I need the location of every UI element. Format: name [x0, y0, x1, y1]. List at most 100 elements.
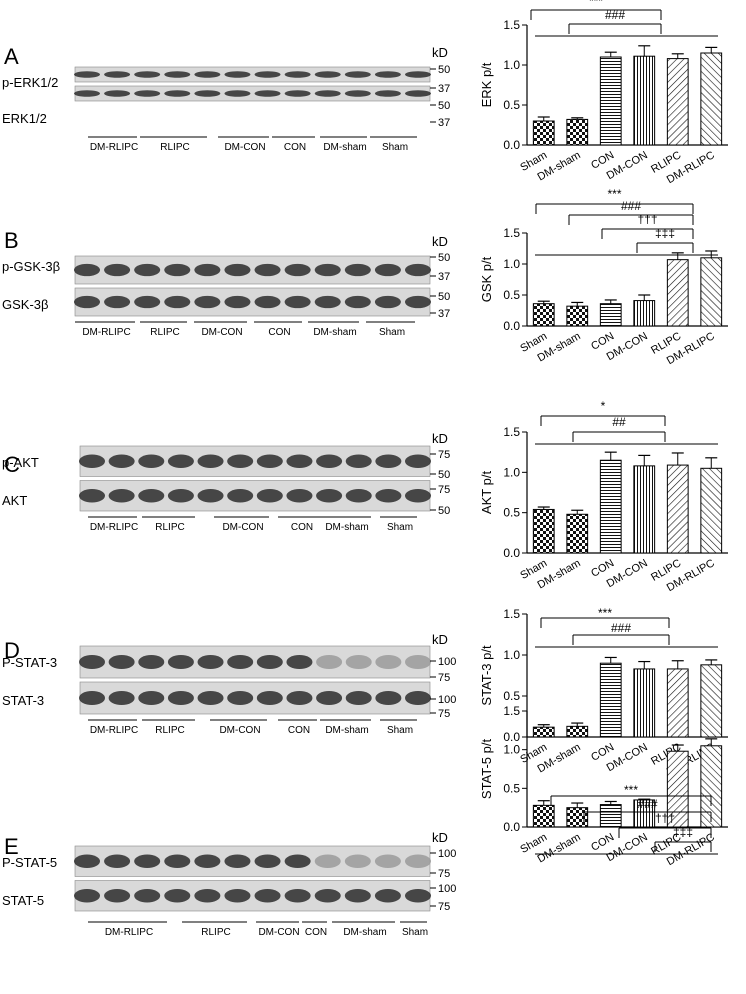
bar [599, 804, 622, 828]
significance-mark: ‡‡‡ [673, 825, 693, 839]
blot-band [79, 489, 105, 503]
y-tick-label: 1.0 [503, 648, 520, 662]
blot-band [344, 889, 371, 903]
blot-band [345, 690, 372, 706]
blot-band [286, 690, 313, 706]
panel-letter: B [4, 228, 19, 253]
lane-label: RLIPC [201, 927, 230, 938]
blot-band [167, 489, 194, 503]
blot-band [194, 90, 221, 97]
blot-band [254, 295, 281, 309]
row-label: p-ERK1/2 [2, 75, 58, 90]
lane-label: Sham [379, 327, 405, 338]
blot-band [284, 71, 311, 78]
blot-band [79, 454, 105, 468]
lane-label: RLIPC [155, 725, 184, 736]
row-label: P-STAT-3 [2, 655, 57, 670]
mw-label: 75 [438, 708, 450, 720]
blot-band [104, 295, 131, 309]
blot-band [405, 654, 431, 670]
significance-mark: ## [612, 415, 626, 429]
lane-label: DM-sham [325, 725, 368, 736]
row-label: ERK1/2 [2, 111, 47, 126]
blot-band [316, 690, 343, 706]
blot-band [227, 489, 254, 503]
blot-band [374, 71, 401, 78]
blot-band [108, 489, 135, 503]
bar [599, 662, 622, 738]
y-tick-label: 1.5 [503, 18, 520, 32]
y-tick-label: 0.0 [503, 730, 520, 744]
blot-band [104, 90, 131, 97]
y-tick-label: 0.0 [503, 546, 520, 560]
bar [566, 513, 589, 554]
row-label: GSK-3β [2, 297, 49, 312]
lane-label: DM-sham [343, 927, 386, 938]
lane-label: DM-RLIPC [90, 725, 138, 736]
bar [566, 725, 589, 738]
panel-letter: A [4, 44, 19, 69]
mw-label: 100 [438, 883, 456, 895]
mw-label: 37 [438, 308, 450, 320]
kd-label: kD [432, 632, 448, 647]
kd-label: kD [432, 830, 448, 845]
bar [633, 465, 656, 554]
y-axis-label: ERK p/t [479, 62, 494, 107]
bar [599, 459, 622, 554]
blot-band [224, 295, 251, 309]
lane-label: DM-RLIPC [82, 327, 130, 338]
blot-band [104, 71, 131, 78]
bar [599, 56, 622, 146]
blot-band [194, 854, 221, 868]
blot-band [167, 690, 194, 706]
lane-label: DM-CON [224, 142, 265, 153]
blot-band [79, 654, 105, 670]
blot-strip [74, 287, 431, 317]
mw-label: 75 [438, 449, 450, 461]
blot-band [314, 263, 341, 277]
blot-band [74, 90, 100, 97]
y-tick-label: 0.5 [503, 781, 520, 795]
bar [666, 259, 689, 327]
blot-band [405, 889, 431, 903]
bar [700, 52, 723, 146]
bar [633, 300, 656, 327]
blot-band [405, 263, 431, 277]
lane-label: CON [268, 327, 290, 338]
panel-letter: E [4, 834, 19, 859]
mw-label: 50 [438, 252, 450, 264]
kd-label: kD [432, 45, 448, 60]
blot-band [138, 654, 165, 670]
blot-band [108, 454, 135, 468]
y-axis-label: AKT p/t [479, 471, 494, 515]
blot-band [316, 654, 343, 670]
blot-band [345, 654, 372, 670]
bar [566, 807, 589, 828]
lane-label: RLIPC [150, 327, 179, 338]
blot-band [256, 454, 283, 468]
lane-label: Sham [402, 927, 428, 938]
bar [666, 464, 689, 554]
bar [633, 55, 656, 146]
blot-band [197, 454, 224, 468]
blot-band [256, 654, 283, 670]
blot-band [254, 854, 281, 868]
bar [700, 257, 723, 327]
lane-label: CON [291, 522, 313, 533]
blot-band [405, 690, 431, 706]
blot-band [405, 454, 431, 468]
row-label: p-AKT [2, 455, 39, 470]
blot-band [227, 690, 254, 706]
blot-strip [74, 255, 431, 285]
blot-band [194, 889, 221, 903]
blot-band [164, 71, 191, 78]
blot-band [316, 454, 343, 468]
blot-band [284, 854, 311, 868]
bar [700, 467, 723, 554]
blot-band [74, 889, 100, 903]
bar [666, 668, 689, 738]
blot-band [74, 295, 100, 309]
mw-label: 75 [438, 484, 450, 496]
